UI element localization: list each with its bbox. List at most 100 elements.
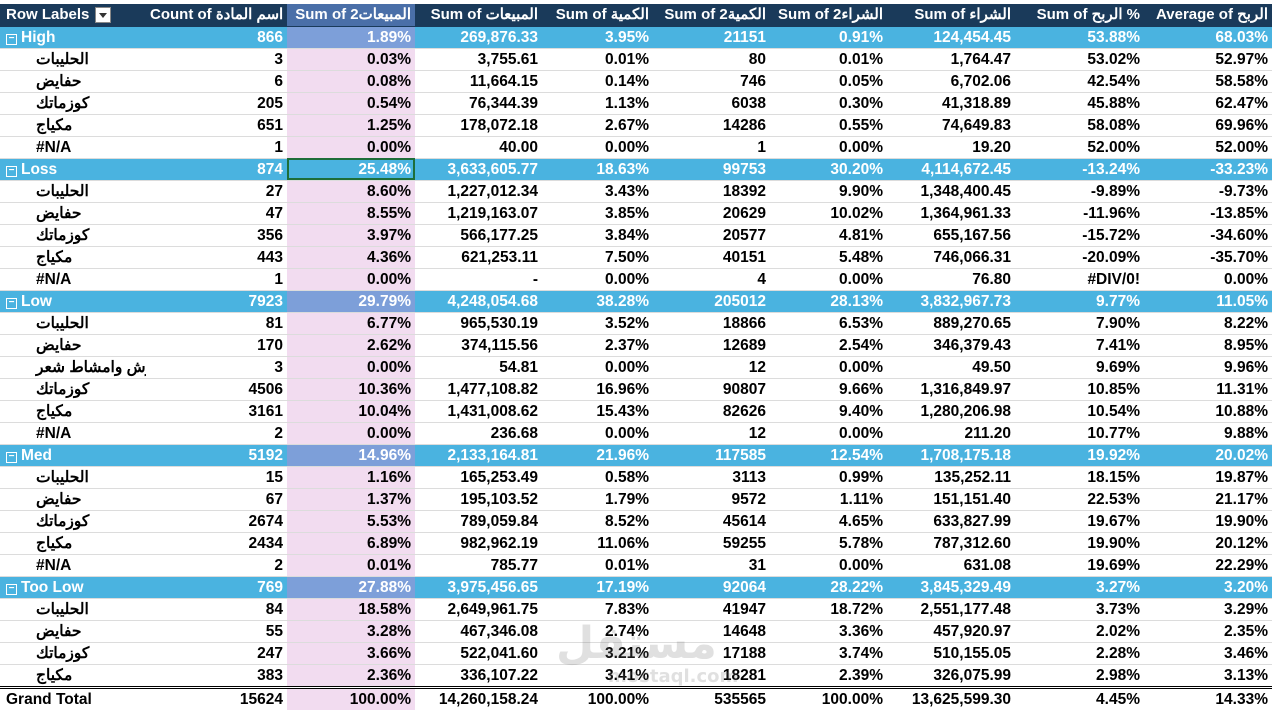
item-row[interactable]: مكياج 2434 6.89% 982,962.19 11.06% 59255 5.78%… <box>0 532 1272 555</box>
value-cell[interactable]: 12 <box>653 356 770 379</box>
value-cell[interactable]: 13,625,599.30 <box>887 685 1015 710</box>
value-cell[interactable]: 0.00% <box>770 554 887 577</box>
value-cell[interactable]: 14,260,158.24 <box>415 685 542 710</box>
value-cell[interactable]: 5.48% <box>770 246 887 269</box>
value-cell[interactable]: 3.97% <box>287 224 415 247</box>
item-label[interactable]: #N/A <box>0 554 146 577</box>
value-cell[interactable]: 20629 <box>653 202 770 225</box>
value-cell[interactable]: 21151 <box>653 26 770 49</box>
value-cell[interactable]: 19.90% <box>1015 532 1144 555</box>
value-cell[interactable]: 0.00% <box>542 268 653 291</box>
value-cell[interactable]: 45614 <box>653 510 770 533</box>
column-header[interactable]: Sum of 2المبيعات <box>287 4 415 27</box>
value-cell[interactable]: 170 <box>146 334 287 357</box>
value-cell[interactable]: 785.77 <box>415 554 542 577</box>
value-cell[interactable]: 135,252.11 <box>887 466 1015 489</box>
column-header[interactable]: Average of الربح <box>1144 4 1272 27</box>
value-cell[interactable]: -9.89% <box>1015 180 1144 203</box>
value-cell[interactable]: 522,041.60 <box>415 642 542 665</box>
item-row[interactable]: مكياج 651 1.25% 178,072.18 2.67% 14286 0.55% 74… <box>0 114 1272 137</box>
value-cell[interactable]: 3,975,456.65 <box>415 576 542 599</box>
value-cell[interactable]: 1,764.47 <box>887 48 1015 71</box>
value-cell[interactable]: 81 <box>146 312 287 335</box>
value-cell[interactable]: 3.27% <box>1015 576 1144 599</box>
value-cell[interactable]: 21.96% <box>542 444 653 467</box>
value-cell[interactable]: 195,103.52 <box>415 488 542 511</box>
value-cell[interactable]: 631.08 <box>887 554 1015 577</box>
value-cell[interactable]: 1.89% <box>287 26 415 49</box>
value-cell[interactable]: 25.48% <box>287 158 415 181</box>
group-label[interactable]: − High <box>0 26 146 49</box>
item-row[interactable]: كوزماتك 2674 5.53% 789,059.84 8.52% 45614 4.65… <box>0 510 1272 533</box>
value-cell[interactable]: 0.00% <box>542 422 653 445</box>
group-label[interactable]: − Low <box>0 290 146 313</box>
value-cell[interactable]: 2.36% <box>287 664 415 688</box>
value-cell[interactable]: 17.19% <box>542 576 653 599</box>
group-label[interactable]: − Med <box>0 444 146 467</box>
item-label[interactable]: كوزماتك <box>0 224 146 247</box>
value-cell[interactable]: -34.60% <box>1144 224 1272 247</box>
item-row[interactable]: مكياج 3161 10.04% 1,431,008.62 15.43% 82626 9.… <box>0 400 1272 423</box>
group-label[interactable]: − Too Low <box>0 576 146 599</box>
column-header[interactable]: Sum of المبيعات <box>415 4 542 27</box>
value-cell[interactable]: 3.74% <box>770 642 887 665</box>
value-cell[interactable]: 16.96% <box>542 378 653 401</box>
value-cell[interactable]: 633,827.99 <box>887 510 1015 533</box>
value-cell[interactable]: 535565 <box>653 685 770 710</box>
value-cell[interactable]: 6,702.06 <box>887 70 1015 93</box>
value-cell[interactable]: 7.83% <box>542 598 653 621</box>
item-row[interactable]: الحليبات 3 0.03% 3,755.61 0.01% 80 0.01% 1,764.… <box>0 48 1272 71</box>
value-cell[interactable]: 3.41% <box>542 664 653 688</box>
value-cell[interactable]: 53.88% <box>1015 26 1144 49</box>
value-cell[interactable]: 12 <box>653 422 770 445</box>
value-cell[interactable]: 17188 <box>653 642 770 665</box>
value-cell[interactable]: 8.52% <box>542 510 653 533</box>
value-cell[interactable]: 53.02% <box>1015 48 1144 71</box>
item-row[interactable]: #N/A 1 0.00% -0.00% 4 0.00% 76.80 #DIV/0! 0.00% <box>0 268 1272 291</box>
value-cell[interactable]: 3.73% <box>1015 598 1144 621</box>
item-row[interactable]: الحليبات 81 6.77% 965,530.19 3.52% 18866 6.53%… <box>0 312 1272 335</box>
item-label[interactable]: #N/A <box>0 422 146 445</box>
item-label[interactable]: مكياج <box>0 114 146 137</box>
value-cell[interactable]: 30.20% <box>770 158 887 181</box>
group-row[interactable]: − Low 7923 29.79% 4,248,054.68 38.28% 205012 28… <box>0 290 1272 313</box>
value-cell[interactable]: 2.74% <box>542 620 653 643</box>
value-cell[interactable]: 19.67% <box>1015 510 1144 533</box>
value-cell[interactable]: 3.85% <box>542 202 653 225</box>
value-cell[interactable]: 84 <box>146 598 287 621</box>
value-cell[interactable]: 62.47% <box>1144 92 1272 115</box>
value-cell[interactable]: 29.79% <box>287 290 415 313</box>
value-cell[interactable]: 52.00% <box>1015 136 1144 159</box>
value-cell[interactable]: 0.00% <box>542 136 653 159</box>
value-cell[interactable]: 2.67% <box>542 114 653 137</box>
value-cell[interactable]: 205 <box>146 92 287 115</box>
value-cell[interactable]: 1.79% <box>542 488 653 511</box>
value-cell[interactable]: 0.00% <box>287 422 415 445</box>
value-cell[interactable]: 1,219,163.07 <box>415 202 542 225</box>
value-cell[interactable]: 3161 <box>146 400 287 423</box>
value-cell[interactable]: 18866 <box>653 312 770 335</box>
item-row[interactable]: كوزماتك 4506 10.36% 1,477,108.82 16.96% 90807… <box>0 378 1272 401</box>
value-cell[interactable]: -20.09% <box>1015 246 1144 269</box>
value-cell[interactable]: 4.45% <box>1015 685 1144 710</box>
value-cell[interactable]: -15.72% <box>1015 224 1144 247</box>
value-cell[interactable]: 90807 <box>653 378 770 401</box>
value-cell[interactable]: 5192 <box>146 444 287 467</box>
value-cell[interactable]: 18.58% <box>287 598 415 621</box>
value-cell[interactable]: 236.68 <box>415 422 542 445</box>
value-cell[interactable]: 18392 <box>653 180 770 203</box>
grand-total-row[interactable]: Grand Total 15624 100.00% 14,260,158.24 100.… <box>0 685 1272 710</box>
value-cell[interactable]: -13.85% <box>1144 202 1272 225</box>
value-cell[interactable]: 0.01% <box>770 48 887 71</box>
value-cell[interactable]: 8.60% <box>287 180 415 203</box>
item-label[interactable]: حفايض <box>0 70 146 93</box>
value-cell[interactable]: 982,962.19 <box>415 532 542 555</box>
value-cell[interactable]: 1 <box>146 268 287 291</box>
value-cell[interactable]: 621,253.11 <box>415 246 542 269</box>
item-label[interactable]: كوزماتك <box>0 642 146 665</box>
filter-dropdown-icon[interactable] <box>95 7 112 24</box>
value-cell[interactable]: 9.90% <box>770 180 887 203</box>
value-cell[interactable]: 0.01% <box>287 554 415 577</box>
value-cell[interactable]: 6 <box>146 70 287 93</box>
value-cell[interactable]: 0.01% <box>542 554 653 577</box>
